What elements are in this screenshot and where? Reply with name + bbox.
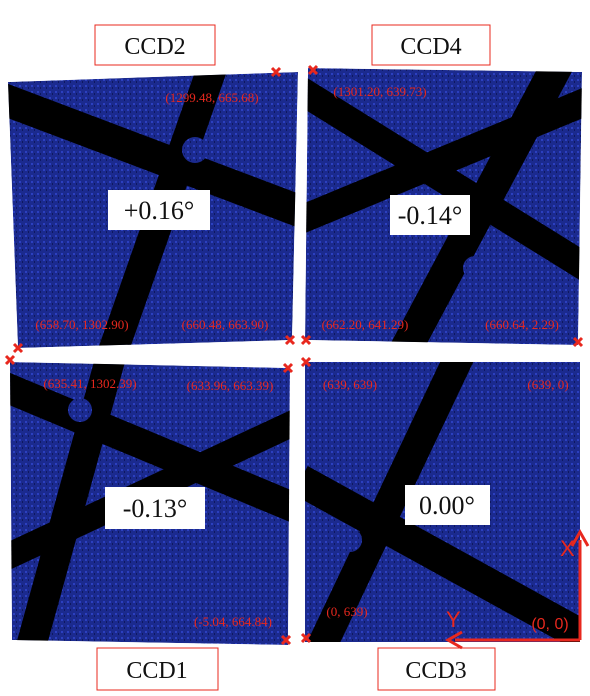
angle: -0.14° bbox=[398, 201, 463, 230]
corner-coord: (-5.04, 664.84) bbox=[194, 614, 272, 629]
corner-coord: (662.20, 641.29) bbox=[322, 317, 409, 332]
corner-coord: (660.48, 663.90) bbox=[182, 317, 269, 332]
corner-coord: (0, 639) bbox=[326, 604, 367, 619]
corner-coord: (635.41, 1302.39) bbox=[43, 376, 136, 391]
corner-coord: (639, 0) bbox=[527, 377, 568, 392]
corner-coord: (1301.20, 639.73) bbox=[333, 84, 426, 99]
corner-coord: (1299.48, 665.68) bbox=[165, 90, 258, 105]
panel-images bbox=[0, 60, 590, 650]
origin-label: (0, 0) bbox=[531, 616, 568, 633]
ccd-label: CCD3 bbox=[405, 658, 466, 684]
ccd-label: CCD1 bbox=[126, 658, 187, 684]
ccd-label: CCD4 bbox=[400, 34, 461, 60]
corner-coord: (633.96, 663.39) bbox=[187, 378, 274, 393]
axis-label: Y bbox=[446, 607, 461, 632]
angle: +0.16° bbox=[124, 196, 195, 225]
axis-label: X bbox=[560, 536, 575, 561]
angle: -0.13° bbox=[123, 494, 188, 523]
ccd-label: CCD2 bbox=[124, 34, 185, 60]
angle: 0.00° bbox=[419, 491, 475, 520]
corner-coord: (639, 639) bbox=[323, 377, 377, 392]
corner-coord: (660.64, 2.29) bbox=[485, 317, 559, 332]
corner-coord: (658.70, 1302.90) bbox=[35, 317, 128, 332]
figure: CCD2 CCD4 CCD1 CCD3 +0.16° -0.14° -0.13°… bbox=[0, 0, 590, 696]
